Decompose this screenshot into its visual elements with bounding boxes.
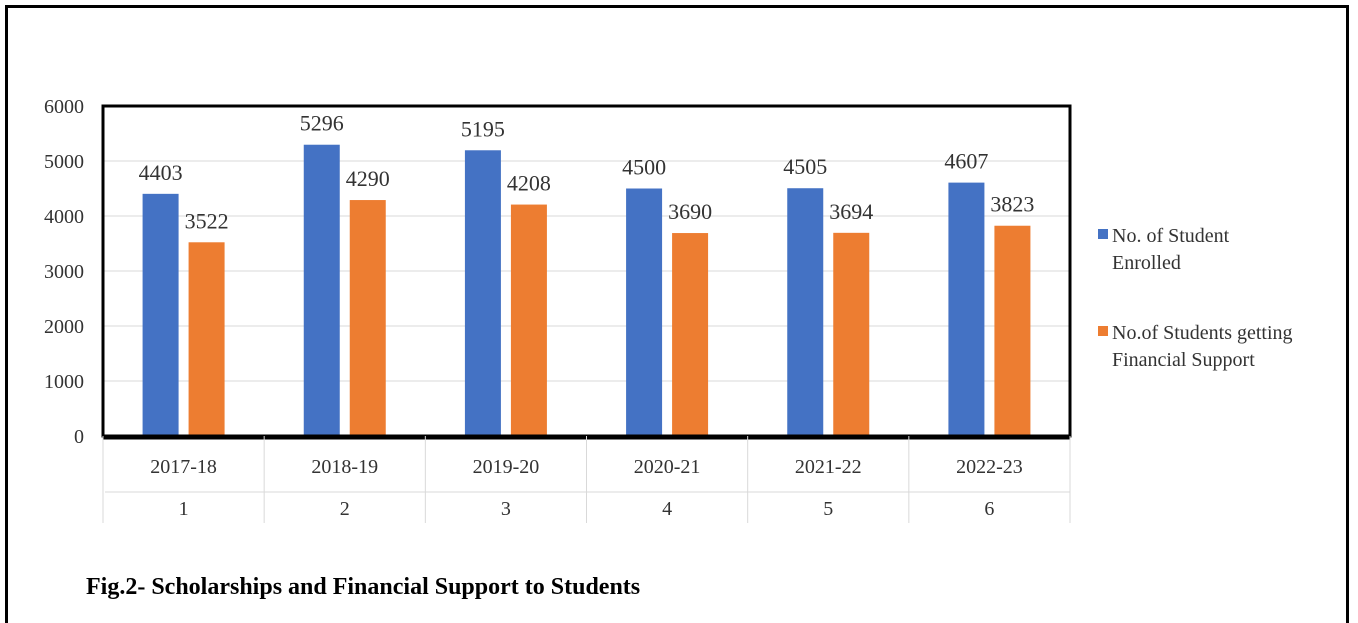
y-tick-label: 5000 bbox=[44, 151, 84, 173]
y-tick-label: 2000 bbox=[44, 316, 84, 338]
legend-swatch-enrolled bbox=[1098, 229, 1108, 239]
bars bbox=[142, 144, 1031, 436]
data-label: 5195 bbox=[461, 116, 505, 141]
data-label: 4500 bbox=[622, 155, 666, 180]
bar-financial-support-2022-23 bbox=[994, 225, 1031, 436]
legend-label-financial-support: No.of Students getting Financial Support bbox=[1112, 322, 1298, 371]
bar-enrolled-2017-18 bbox=[142, 193, 179, 436]
data-label: 3690 bbox=[668, 199, 712, 224]
x-tick-label: 2017-18 bbox=[150, 456, 217, 478]
data-label: 5296 bbox=[300, 111, 344, 136]
x-tick-label: 2021-22 bbox=[795, 456, 862, 478]
data-label: 4607 bbox=[944, 149, 988, 174]
x-tick-label: 2019-20 bbox=[473, 456, 540, 478]
data-label: 3823 bbox=[990, 192, 1034, 217]
y-tick-label: 0 bbox=[74, 426, 84, 448]
figure-frame bbox=[5, 5, 1349, 623]
y-tick-label: 3000 bbox=[44, 261, 84, 283]
x-tick-label-secondary: 4 bbox=[662, 498, 672, 520]
bar-financial-support-2019-20 bbox=[510, 204, 547, 436]
figure-caption: Fig.2- Scholarships and Financial Suppor… bbox=[86, 574, 641, 600]
bar-enrolled-2021-22 bbox=[787, 188, 824, 436]
gridlines bbox=[103, 160, 1070, 382]
legend-label-enrolled-line2: Enrolled bbox=[1112, 252, 1181, 274]
y-axis-tick-labels: 0 1000 2000 3000 4000 5000 6000 bbox=[44, 96, 84, 448]
data-label: 4290 bbox=[346, 166, 390, 191]
bar-financial-support-2018-19 bbox=[349, 200, 386, 436]
data-label: 4208 bbox=[507, 171, 551, 196]
bar-enrolled-2020-21 bbox=[626, 188, 663, 436]
legend-label-enrolled-line1: No. of Student bbox=[1112, 225, 1230, 247]
bar-financial-support-2021-22 bbox=[833, 232, 870, 436]
bar-financial-support-2017-18 bbox=[188, 242, 225, 436]
bar-enrolled-2022-23 bbox=[948, 182, 985, 436]
x-tick-label: 2020-21 bbox=[634, 456, 701, 478]
y-tick-label: 1000 bbox=[44, 371, 84, 393]
y-tick-label: 6000 bbox=[44, 96, 84, 118]
bar-enrolled-2019-20 bbox=[464, 150, 501, 436]
data-label: 4403 bbox=[139, 160, 183, 185]
x-axis: 2017-18 1 2018-19 2 2019-20 3 2020-21 4 2021-22 5… bbox=[102, 436, 1071, 523]
data-label: 3694 bbox=[829, 199, 873, 224]
x-tick-label-secondary: 2 bbox=[340, 498, 350, 520]
x-tick-label-secondary: 1 bbox=[179, 498, 189, 520]
bar-financial-support-2020-21 bbox=[672, 233, 709, 436]
x-tick-label-secondary: 5 bbox=[823, 498, 833, 520]
data-label: 4505 bbox=[783, 154, 827, 179]
legend-label-financial-line2: Financial Support bbox=[1112, 349, 1255, 371]
data-labels: 4403 5296 5195 4500 4505 4607 3522 4290 4208 3690… bbox=[139, 111, 1035, 234]
legend-label-enrolled: No. of Student Enrolled bbox=[1112, 225, 1234, 274]
x-tick-label: 2018-19 bbox=[311, 456, 378, 478]
y-tick-label: 4000 bbox=[44, 206, 84, 228]
data-label: 3522 bbox=[185, 208, 229, 233]
legend-swatch-financial-support bbox=[1098, 326, 1108, 336]
bar-enrolled-2018-19 bbox=[303, 144, 340, 436]
x-tick-label-secondary: 3 bbox=[501, 498, 511, 520]
x-tick-label-secondary: 6 bbox=[984, 498, 994, 520]
x-tick-label: 2022-23 bbox=[956, 456, 1023, 478]
legend: No. of Student Enrolled No.of Students g… bbox=[1098, 225, 1298, 371]
legend-label-financial-line1: No.of Students getting bbox=[1112, 322, 1293, 344]
